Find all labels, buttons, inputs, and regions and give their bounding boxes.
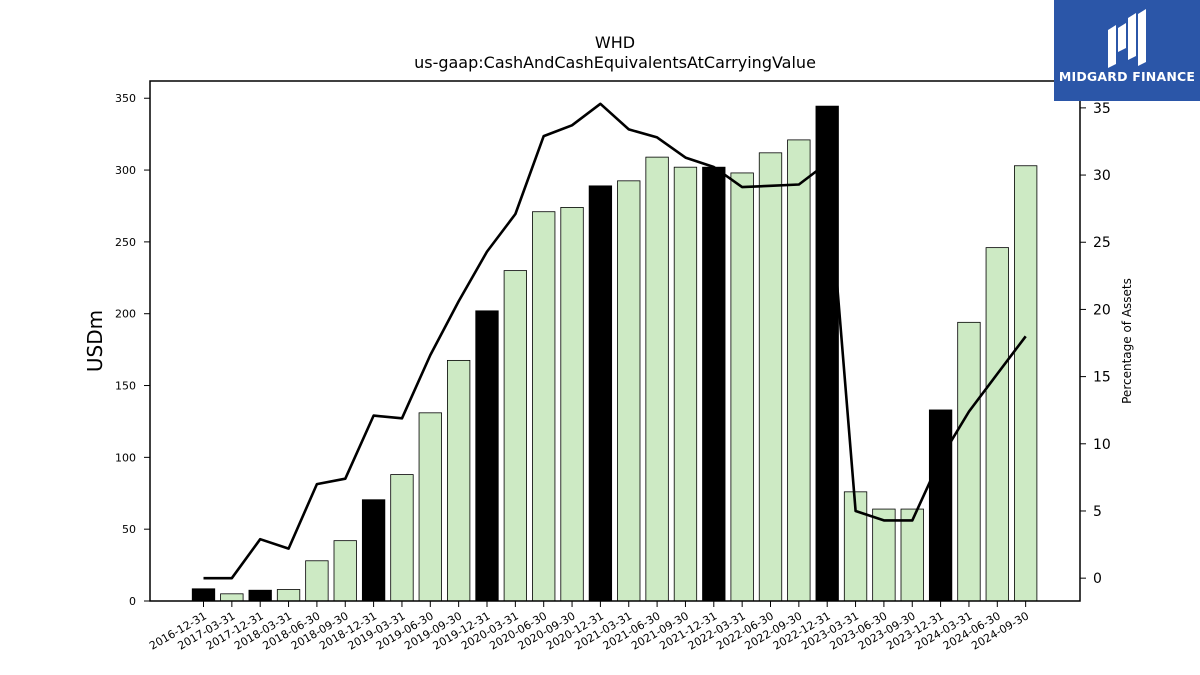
y2-tick-label: 15 <box>1093 370 1111 386</box>
bar-2017-03-31 <box>220 593 244 602</box>
bar-2019-06-30 <box>418 412 442 602</box>
y-tick-label: 0 <box>129 595 136 608</box>
y2-axis-label: Percentage of Assets <box>1120 278 1134 404</box>
bar-2022-03-31 <box>730 172 754 602</box>
line-series <box>203 102 1027 580</box>
y2-tick-label: 35 <box>1093 101 1111 117</box>
bar-2019-12-31 <box>475 310 499 602</box>
y-axis-label: USDm <box>83 310 107 372</box>
bar-2023-09-30 <box>900 508 924 602</box>
y2-tick-label: 25 <box>1093 235 1111 251</box>
y-tick-label: 300 <box>115 164 136 177</box>
bar-2020-06-30 <box>532 211 556 602</box>
bar-2021-06-30 <box>645 156 669 602</box>
bar-2020-12-31 <box>588 185 613 602</box>
bar-2021-09-30 <box>673 166 698 602</box>
bar-2024-09-30 <box>1014 165 1038 602</box>
chart-subtitle: us-gaap:CashAndCashEquivalentsAtCarrying… <box>414 53 816 72</box>
y2-axis-ticks: 0 5 10 15 20 25 30 35 <box>1080 101 1111 587</box>
bar-2019-03-31 <box>390 474 414 602</box>
bar-2020-09-30 <box>560 207 584 602</box>
bar-2018-03-31 <box>276 589 301 602</box>
y-axis-ticks: 0 50 100 150 200 250 300 350 <box>115 92 150 608</box>
y-tick-label: 100 <box>115 451 136 464</box>
plot-frame <box>149 80 1081 602</box>
logo-mark-icon <box>1108 9 1146 68</box>
bar-series <box>191 105 1038 602</box>
y-tick-label: 200 <box>115 308 136 321</box>
bar-2017-12-31 <box>248 589 272 602</box>
y2-tick-label: 0 <box>1093 571 1102 587</box>
chart-title: WHD <box>595 33 635 52</box>
y2-tick-label: 10 <box>1093 437 1111 453</box>
logo-text: MIDGARD FINANCE <box>1058 69 1196 84</box>
bar-2021-12-31 <box>702 166 726 602</box>
bar-2018-12-31 <box>361 499 386 602</box>
bar-2022-06-30 <box>758 152 783 602</box>
midgard-finance-logo: MIDGARD FINANCE <box>1054 0 1200 101</box>
bar-2016-12-31 <box>191 588 216 602</box>
bar-2020-03-31 <box>503 270 528 602</box>
bar-2018-06-30 <box>305 560 329 602</box>
bar-2021-03-31 <box>617 180 641 602</box>
y-tick-label: 50 <box>122 523 136 536</box>
y2-tick-label: 30 <box>1093 168 1111 184</box>
bar-2024-06-30 <box>985 247 1009 602</box>
y2-tick-label: 5 <box>1093 504 1102 520</box>
percentage-line <box>203 102 1027 580</box>
bar-2023-12-31 <box>928 409 953 602</box>
y-tick-label: 250 <box>115 236 136 249</box>
bar-2022-12-31 <box>815 105 839 602</box>
bar-2022-09-30 <box>787 139 811 602</box>
x-axis-ticks: 2016-12-312017-03-312017-12-312018-03-31… <box>147 601 1031 653</box>
bar-2018-09-30 <box>333 540 357 602</box>
bar-2019-09-30 <box>446 359 471 602</box>
bar-2024-03-31 <box>957 321 981 602</box>
y-tick-label: 350 <box>115 92 136 105</box>
bar-2023-06-30 <box>872 508 896 602</box>
y-tick-label: 150 <box>115 380 136 393</box>
y2-tick-label: 20 <box>1093 302 1111 318</box>
